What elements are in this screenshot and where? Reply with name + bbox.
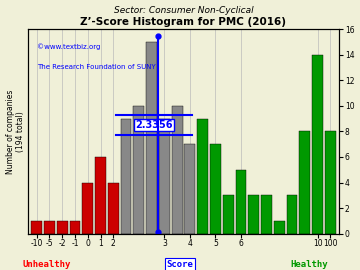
Bar <box>108 183 119 234</box>
Bar <box>300 131 310 234</box>
Bar <box>184 144 195 234</box>
Bar <box>223 195 234 234</box>
Text: ©www.textbiz.org: ©www.textbiz.org <box>37 43 100 50</box>
Text: Unhealthy: Unhealthy <box>23 260 71 269</box>
Bar <box>312 55 323 234</box>
Bar <box>248 195 259 234</box>
Bar <box>69 221 80 234</box>
Bar <box>287 195 297 234</box>
Text: Healthy: Healthy <box>291 260 328 269</box>
Text: 2.3356: 2.3356 <box>135 120 173 130</box>
Bar <box>197 119 208 234</box>
Bar <box>210 144 221 234</box>
Bar <box>325 131 336 234</box>
Bar <box>31 221 42 234</box>
Text: Sector: Consumer Non-Cyclical: Sector: Consumer Non-Cyclical <box>114 6 253 15</box>
Bar <box>44 221 55 234</box>
Bar <box>159 119 170 234</box>
Bar <box>235 170 246 234</box>
Bar <box>274 221 285 234</box>
Bar <box>82 183 93 234</box>
Text: The Research Foundation of SUNY: The Research Foundation of SUNY <box>37 64 156 70</box>
Bar <box>134 106 144 234</box>
Bar <box>121 119 131 234</box>
Bar <box>146 42 157 234</box>
Title: Z’-Score Histogram for PMC (2016): Z’-Score Histogram for PMC (2016) <box>81 17 287 27</box>
Bar <box>172 106 183 234</box>
Bar <box>261 195 272 234</box>
Bar <box>57 221 68 234</box>
Bar <box>95 157 106 234</box>
Y-axis label: Number of companies
(194 total): Number of companies (194 total) <box>5 89 25 174</box>
Text: Score: Score <box>167 260 193 269</box>
